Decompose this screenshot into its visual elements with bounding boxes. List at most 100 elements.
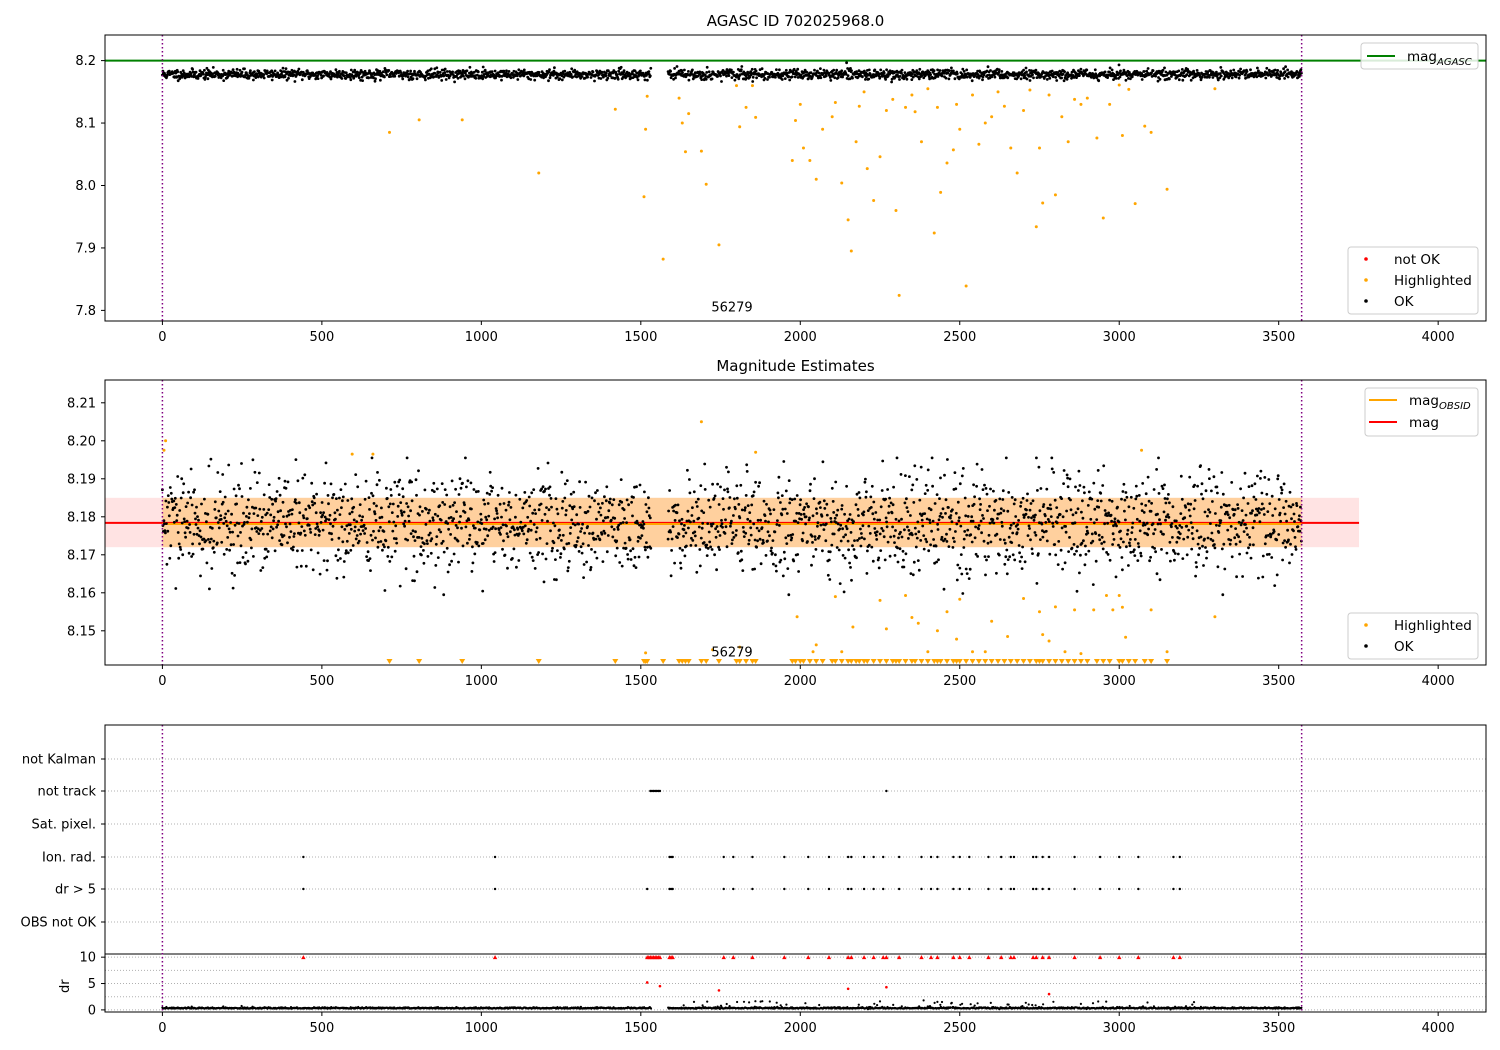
p2-ok-point — [945, 540, 949, 543]
p1-highlighted-point — [744, 105, 748, 109]
p2-ok-point — [1130, 526, 1134, 529]
p1-ok-point — [606, 69, 610, 72]
p2-ok-point — [410, 499, 414, 503]
p1-highlighted-point — [1079, 102, 1083, 106]
p2-ok-point — [322, 511, 325, 514]
p2-ok-point — [529, 519, 533, 523]
p2-ok-point — [1213, 546, 1217, 550]
p2-ok-point — [1207, 468, 1211, 471]
p1-ok-point — [234, 73, 238, 77]
p2-ok-point — [172, 520, 176, 524]
p2-ok-point — [687, 526, 690, 530]
p2-ok-point — [896, 560, 900, 564]
p2-ok-point — [596, 489, 599, 492]
p2-ok-point — [1299, 505, 1302, 509]
p2-ok-point — [1188, 514, 1192, 518]
p2-ok-point — [247, 516, 251, 520]
p2-ok-point — [691, 539, 695, 542]
p2-ok-point — [1201, 497, 1205, 501]
p2-ok-point — [526, 515, 530, 519]
p2-ok-point — [1066, 476, 1069, 480]
p3-flag-point — [807, 855, 810, 859]
p2-ok-point — [870, 545, 874, 549]
p3-flag-point — [751, 887, 754, 891]
p2-ok-point — [461, 544, 465, 548]
p2-ok-point — [421, 510, 424, 513]
p2-ok-point — [320, 501, 324, 504]
p2-ok-point — [246, 520, 249, 524]
p2-ok-point — [300, 549, 304, 552]
p1-ok-point — [649, 66, 653, 70]
p2-ok-point — [1012, 502, 1016, 506]
p2-ok-point — [470, 570, 474, 573]
p2-ok-point — [772, 508, 776, 511]
p1-highlighted-point — [1060, 115, 1064, 119]
p2-ok-point — [954, 511, 958, 515]
p2-ok-point — [644, 503, 648, 506]
p1-ok-point — [910, 78, 914, 81]
p2-ok-point — [503, 553, 507, 557]
p2-highlighted-point — [1140, 448, 1144, 452]
p3-flag-point — [1073, 887, 1076, 891]
p2-ok-point — [413, 539, 417, 542]
p2-ok-point — [1044, 521, 1048, 524]
p2-ok-point — [352, 518, 356, 522]
p2-ok-point — [1039, 538, 1042, 541]
p1-ok-point — [182, 71, 186, 75]
p2-ok-point — [963, 530, 967, 533]
p2-ok-point — [692, 490, 696, 494]
p2-ok-point — [870, 484, 874, 488]
p2-ok-point — [230, 512, 234, 516]
p2-ok-point — [1010, 541, 1014, 544]
p1-ok-point — [1110, 68, 1114, 72]
p2-ok-point — [920, 518, 924, 522]
p2-ok-point — [858, 537, 861, 540]
p2-ok-point — [311, 568, 315, 572]
p2-ok-point — [691, 506, 694, 510]
p2-ok-point — [787, 479, 791, 482]
p2-ok-point — [963, 496, 967, 500]
p3-flag-point — [1012, 855, 1016, 859]
p2-ok-point — [887, 511, 890, 515]
p2-ok-point — [866, 509, 870, 512]
p1-highlighted-point — [996, 90, 1000, 94]
p2-ok-point — [998, 497, 1002, 501]
p2-highlighted-clipped-marker — [918, 659, 925, 664]
p2-ok-point — [1290, 517, 1293, 521]
p2-ok-point — [617, 503, 621, 507]
p2-ok-point — [1236, 503, 1239, 506]
p2-ok-point — [523, 524, 527, 528]
p2-ok-point — [623, 517, 626, 520]
p2-ok-point — [899, 530, 902, 534]
p2-ok-point — [908, 475, 911, 478]
p1-ok-point — [835, 68, 839, 72]
p2-ok-point — [368, 508, 371, 511]
p1-ok-point — [599, 77, 603, 80]
p2-ok-point — [705, 554, 709, 557]
p2-ok-point — [795, 494, 799, 497]
p2-ok-point — [466, 479, 470, 483]
p2-ok-point — [280, 533, 283, 536]
p2-ok-point — [1003, 562, 1007, 566]
p2-ok-point — [1081, 516, 1085, 520]
p2-ok-point — [316, 551, 320, 555]
p2-ok-point — [700, 509, 704, 513]
p1-highlighted-point — [1009, 146, 1013, 150]
p2-ok-point — [256, 514, 260, 517]
p2-ok-point — [370, 491, 373, 495]
p1-highlighted-point — [814, 177, 818, 181]
p2-ok-point — [624, 546, 628, 550]
p2-ok-point — [427, 533, 431, 537]
p2-ok-point — [693, 530, 697, 534]
p2-ok-point — [1133, 554, 1137, 557]
p2-ok-point — [181, 491, 185, 495]
p2-ok-point — [435, 487, 439, 491]
p2-ok-point — [243, 521, 246, 524]
p1-ok-point — [411, 77, 415, 81]
p2-ok-point — [754, 480, 757, 484]
p2-ok-point — [1124, 518, 1127, 522]
p2-ok-point — [478, 528, 482, 532]
p2-ok-point — [1223, 567, 1227, 571]
p2-ok-point — [606, 534, 610, 537]
p2-ok-point — [213, 500, 217, 504]
